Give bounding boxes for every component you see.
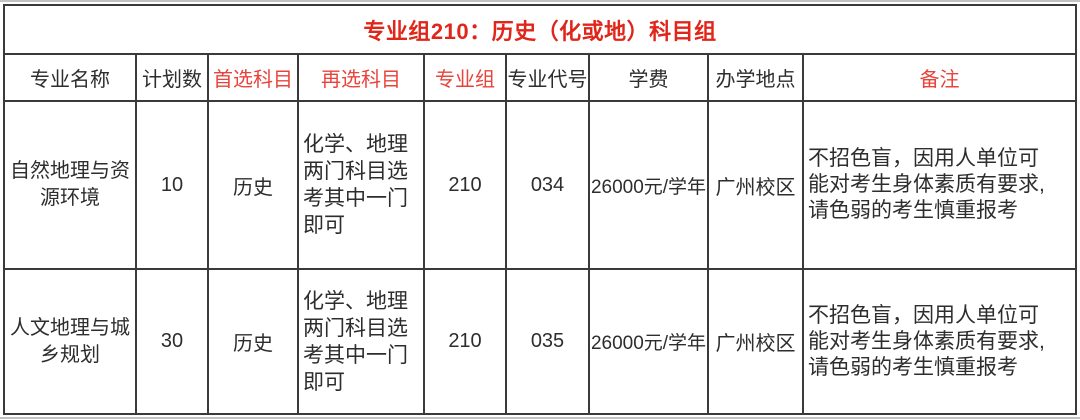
cell-tuition: 26000元/学年 [588,100,709,270]
admission-plan-table: 专业组210：历史（化或地）科目组 专业名称 计划数 首选科目 再选科目 专业组… [3,4,1077,415]
cell-second-subject: 化学、地理 两门科目选 考其中一门 即可 [297,268,425,415]
table-row: 人文地理与城 乡规划 30 历史 化学、地理 两门科目选 考其中一门 即可 21… [3,268,1077,415]
page-top-edge [0,0,1080,2]
header-second-subject: 再选科目 [297,53,425,102]
header-tuition: 学费 [588,53,709,102]
header-remark: 备注 [802,53,1077,102]
header-campus: 办学地点 [707,53,804,102]
cell-major-group: 210 [423,268,507,415]
table-row: 自然地理与资 源环境 10 历史 化学、地理 两门科目选 考其中一门 即可 21… [3,100,1077,270]
cell-major-code: 035 [505,268,590,415]
header-first-subject: 首选科目 [207,53,299,102]
cell-plan-count: 30 [135,268,209,415]
cell-major-code: 034 [505,100,590,270]
header-major-code: 专业代号 [505,53,590,102]
cell-remark: 不招色盲，因用人单位可 能对考生身体素质有要求, 请色弱的考生慎重报考 [802,100,1077,270]
cell-second-subject: 化学、地理 两门科目选 考其中一门 即可 [297,100,425,270]
cell-campus: 广州校区 [707,100,804,270]
cell-major-name: 自然地理与资 源环境 [3,100,137,270]
header-major-group: 专业组 [423,53,507,102]
cell-first-subject: 历史 [207,268,299,415]
cell-major-name: 人文地理与城 乡规划 [3,268,137,415]
header-plan-count: 计划数 [135,53,209,102]
header-major-name: 专业名称 [3,53,137,102]
cell-plan-count: 10 [135,100,209,270]
page-bottom-edge [0,417,1080,419]
cell-first-subject: 历史 [207,100,299,270]
cell-tuition: 26000元/学年 [588,268,709,415]
cell-campus: 广州校区 [707,268,804,415]
cell-remark: 不招色盲，因用人单位可 能对考生身体素质有要求, 请色弱的考生慎重报考 [802,268,1077,415]
group-title: 专业组210：历史（化或地）科目组 [3,4,1077,55]
cell-major-group: 210 [423,100,507,270]
